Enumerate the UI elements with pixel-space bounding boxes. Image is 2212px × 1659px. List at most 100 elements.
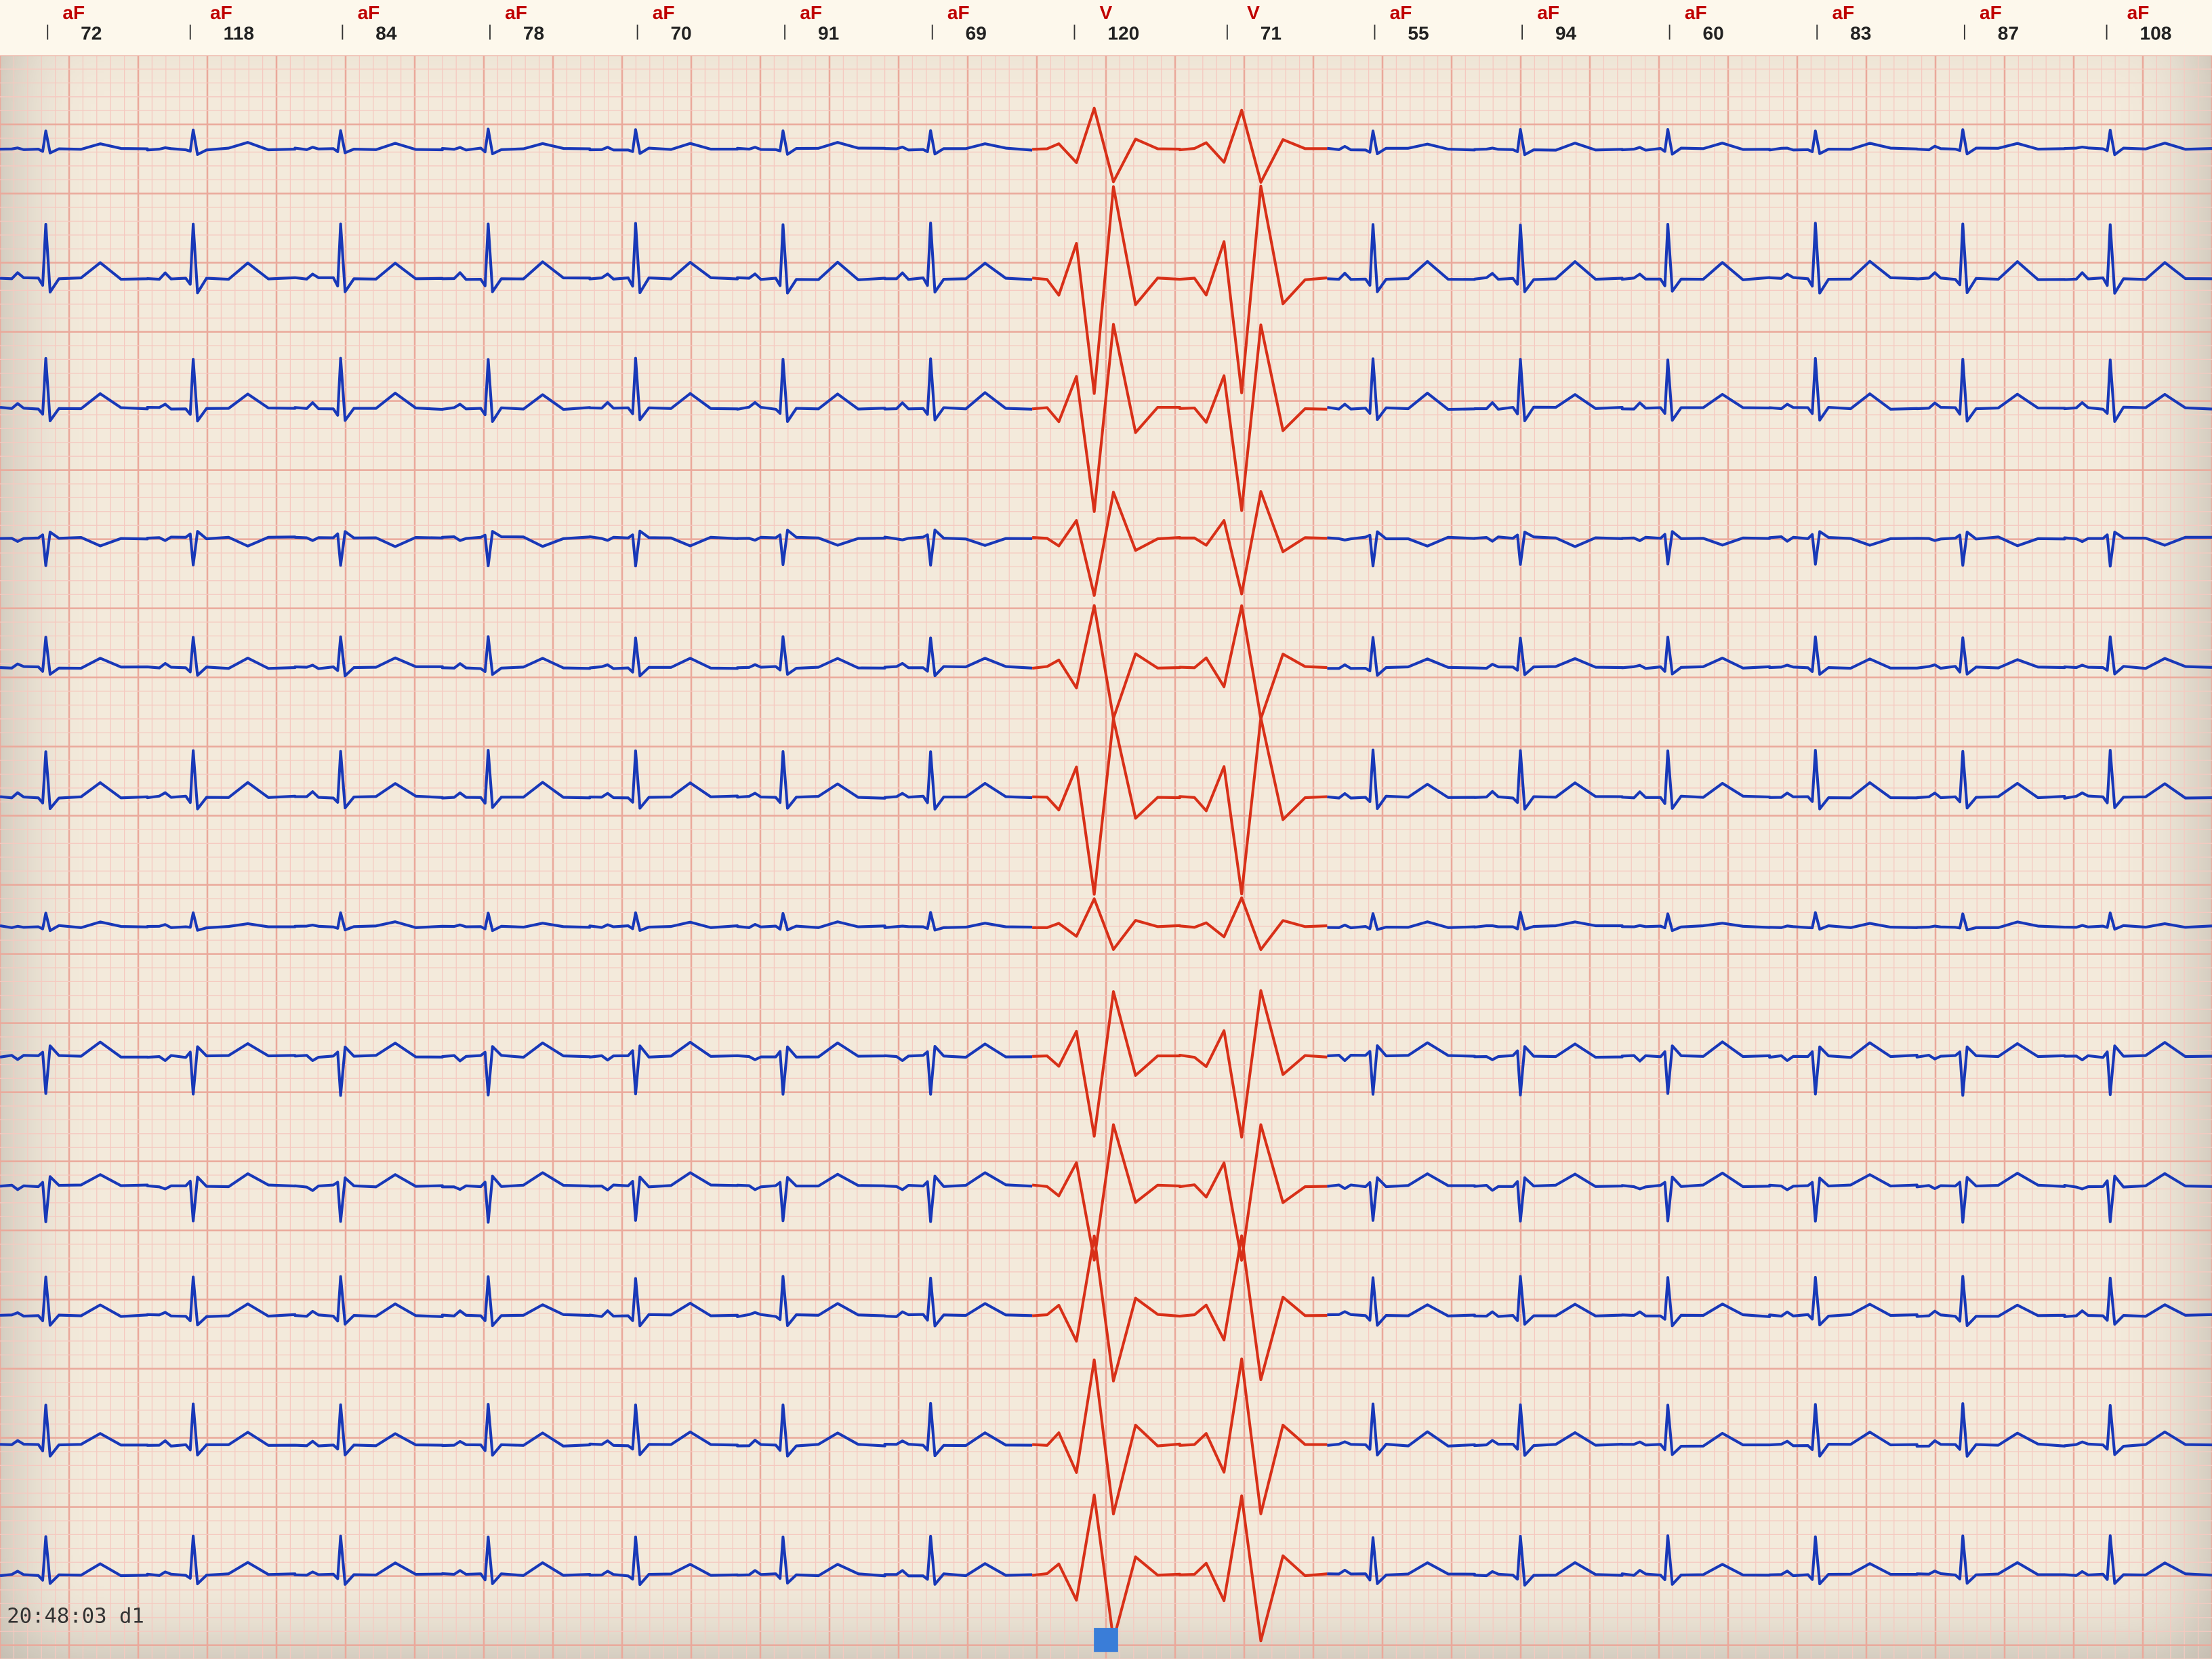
beat-annotation[interactable]: aF| 91 xyxy=(737,0,885,45)
beat-hr-value: 71 xyxy=(1261,24,1282,45)
ecg-trace xyxy=(1327,1042,2212,1095)
beat-tick: | xyxy=(488,24,492,45)
ecg-traces xyxy=(0,0,2212,1659)
beat-tick: | xyxy=(1520,24,1524,45)
beat-annotation[interactable]: V| 71 xyxy=(1180,0,1328,45)
beat-hr-value: 83 xyxy=(1850,24,1871,45)
beat-annotation[interactable]: aF| 55 xyxy=(1327,0,1475,45)
ecg-trace xyxy=(0,1042,1032,1096)
ecg-trace xyxy=(0,636,1032,676)
beat-tick: | xyxy=(783,24,787,45)
beat-hr-value: 78 xyxy=(523,24,544,45)
ecg-trace xyxy=(0,1536,1032,1584)
ecg-trace xyxy=(0,530,1032,566)
beat-annotation[interactable]: V| 120 xyxy=(1032,0,1180,45)
beat-tick: | xyxy=(1225,24,1229,45)
beat-tick: | xyxy=(2105,24,2109,45)
beat-hr-value: 120 xyxy=(1107,24,1139,45)
ecg-trace xyxy=(0,912,1032,930)
ecg-trace xyxy=(1327,637,2212,676)
ecg-trace-ectopic xyxy=(1032,1359,1327,1514)
ecg-viewer-screen: aF|72aF|118aF|84aF|78aF|70aF|91aF|69V|12… xyxy=(0,0,2212,1659)
beat-tick: | xyxy=(1815,24,1819,45)
beat-hr-value: 91 xyxy=(818,24,839,45)
ecg-trace xyxy=(0,223,1032,293)
ecg-trace-ectopic xyxy=(1032,1495,1327,1641)
ecg-trace xyxy=(0,1172,1032,1222)
beat-tick: | xyxy=(188,24,192,45)
beat-annotation[interactable]: aF| 60 xyxy=(1622,0,1769,45)
beat-annotation[interactable]: aF| 94 xyxy=(1475,0,1622,45)
beat-annotation[interactable]: aF| 78 xyxy=(443,0,590,45)
ecg-trace xyxy=(0,129,1032,154)
ecg-trace xyxy=(0,750,1032,809)
beat-hr-value: 72 xyxy=(81,24,102,45)
beat-annotation[interactable]: aF| 84 xyxy=(295,0,443,45)
beat-annotation[interactable]: aF| 87 xyxy=(1917,0,2065,45)
ecg-trace-ectopic xyxy=(1032,186,1327,394)
beat-hr-value: 84 xyxy=(375,24,396,45)
ecg-trace-ectopic xyxy=(1032,606,1327,719)
ecg-trace xyxy=(1327,750,2212,809)
beat-type-label: aF xyxy=(0,3,148,24)
ecg-trace xyxy=(1327,359,2212,422)
beat-tick: | xyxy=(636,24,640,45)
beat-type-label: aF xyxy=(1917,3,2065,24)
ecg-trace xyxy=(1327,531,2212,566)
timestamp-status: 20:48:03 d1 xyxy=(7,1603,144,1628)
ecg-trace xyxy=(1327,912,2212,930)
beat-hr-value: 60 xyxy=(1703,24,1724,45)
beat-tick: | xyxy=(1668,24,1672,45)
beat-tick: | xyxy=(930,24,935,45)
beat-annotation[interactable]: aF| 108 xyxy=(2064,0,2212,45)
beat-type-label: V xyxy=(1032,3,1180,24)
ecg-trace xyxy=(1327,223,2212,293)
position-marker[interactable] xyxy=(1094,1628,1118,1652)
ecg-trace-ectopic xyxy=(1032,1236,1327,1381)
ecg-trace xyxy=(1327,129,2212,155)
ecg-trace-ectopic xyxy=(1032,491,1327,596)
ecg-trace-ectopic xyxy=(1032,718,1327,894)
beat-type-label: aF xyxy=(295,3,443,24)
ecg-trace-ectopic xyxy=(1032,325,1327,512)
ecg-trace xyxy=(0,359,1032,422)
beat-hr-value: 69 xyxy=(966,24,987,45)
beat-type-label: aF xyxy=(737,3,885,24)
beat-annotation-header: aF|72aF|118aF|84aF|78aF|70aF|91aF|69V|12… xyxy=(0,0,2212,56)
ecg-trace xyxy=(0,1276,1032,1326)
ecg-trace-ectopic xyxy=(1032,898,1327,950)
beat-hr-value: 118 xyxy=(224,24,254,45)
beat-type-label: V xyxy=(1180,3,1328,24)
ecg-trace xyxy=(1327,1173,2212,1223)
beat-hr-value: 55 xyxy=(1408,24,1429,45)
beat-annotation[interactable]: aF| 70 xyxy=(590,0,737,45)
beat-type-label: aF xyxy=(443,3,590,24)
beat-tick: | xyxy=(340,24,344,45)
beat-type-label: aF xyxy=(590,3,737,24)
ecg-trace-ectopic xyxy=(1032,108,1327,182)
beat-hr-value: 94 xyxy=(1555,24,1576,45)
beat-hr-value: 70 xyxy=(670,24,691,45)
beat-tick: | xyxy=(1963,24,1967,45)
beat-type-label: aF xyxy=(885,3,1033,24)
beat-type-label: aF xyxy=(1327,3,1475,24)
beat-type-label: aF xyxy=(2064,3,2212,24)
beat-annotation[interactable]: aF| 118 xyxy=(148,0,295,45)
ecg-trace-ectopic xyxy=(1032,1125,1327,1261)
beat-hr-value: 87 xyxy=(1998,24,2019,45)
beat-annotation[interactable]: aF| 72 xyxy=(0,0,148,45)
beat-hr-value: 108 xyxy=(2140,24,2172,45)
beat-type-label: aF xyxy=(1769,3,1917,24)
beat-annotation[interactable]: aF| 69 xyxy=(885,0,1033,45)
beat-annotation[interactable]: aF| 83 xyxy=(1769,0,1917,45)
beat-type-label: aF xyxy=(1622,3,1769,24)
beat-tick: | xyxy=(45,24,49,45)
beat-tick: | xyxy=(1372,24,1376,45)
beat-type-label: aF xyxy=(148,3,295,24)
ecg-trace-ectopic xyxy=(1032,991,1327,1137)
beat-tick: | xyxy=(1073,24,1077,45)
ecg-trace xyxy=(1327,1536,2212,1585)
beat-type-label: aF xyxy=(1475,3,1622,24)
ecg-trace xyxy=(1327,1404,2212,1456)
ecg-trace xyxy=(0,1404,1032,1456)
